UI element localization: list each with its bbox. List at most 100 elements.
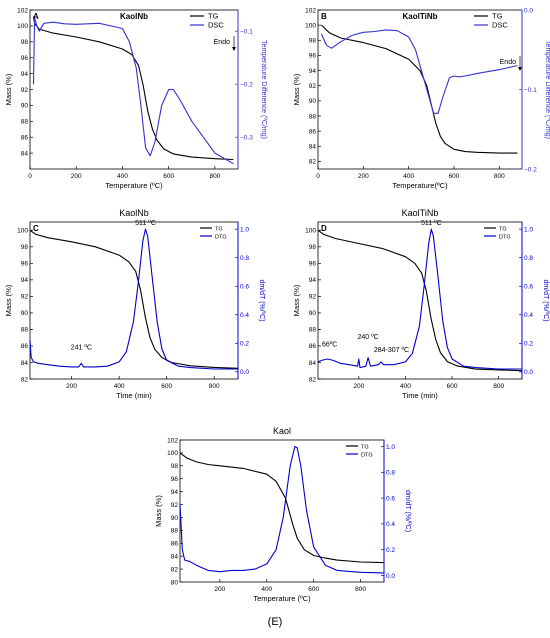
y-tick-label: 86 — [309, 128, 317, 135]
y-tick-label: 94 — [21, 277, 29, 284]
y2-tick-label: 0.2 — [240, 341, 249, 348]
y-tick-label: 96 — [171, 476, 179, 483]
x-tick-label: 0 — [316, 173, 320, 180]
y-tick-label: 98 — [21, 39, 29, 46]
series-line-tg — [321, 24, 518, 154]
series-line-dsc — [320, 29, 518, 114]
x-tick-label: 400 — [400, 383, 411, 390]
plot-frame — [29, 9, 239, 170]
y-axis-label: Mass (%) — [4, 284, 13, 316]
y2-tick-label: −0.2 — [240, 82, 253, 89]
x-axis-label: Temperature (ºC) — [105, 181, 163, 190]
y2-tick-label: 0.4 — [524, 312, 533, 319]
y-tick-label: 98 — [309, 244, 317, 251]
y2-tick-label: 0.4 — [240, 312, 249, 319]
chart-panel-5: Kaol 200 400 600 800 80 82 84 86 88 90 92 94 96 98 100 1… — [154, 426, 411, 603]
y-tick-label: 90 — [309, 98, 317, 105]
y2-tick-label: −0.1 — [240, 29, 253, 36]
y-tick-label: 90 — [309, 310, 317, 317]
series-line-tg — [179, 452, 385, 564]
y-tick-label: 84 — [309, 360, 317, 367]
annotation-label: Endo — [500, 59, 516, 66]
y-tick-label: 84 — [21, 150, 29, 157]
plot-frame — [317, 9, 523, 170]
x-axis-label: Time (min) — [116, 391, 152, 400]
y2-tick-label: −0.2 — [524, 166, 537, 173]
legend-label: DTG — [215, 235, 227, 241]
x-tick-label: 200 — [214, 586, 225, 593]
y2-tick-label: 0.6 — [240, 284, 249, 291]
figure-caption: (E) — [268, 616, 283, 628]
x-tick-label: 400 — [117, 173, 128, 180]
legend-label: TG — [208, 12, 219, 21]
y-tick-label: 88 — [309, 113, 317, 120]
y2-tick-label: 0.8 — [386, 470, 395, 477]
y-tick-label: 84 — [21, 360, 29, 367]
legend-label: DTG — [499, 235, 511, 241]
y-tick-label: 92 — [309, 83, 317, 90]
y2-tick-label: −0.3 — [240, 135, 253, 142]
y2-tick-label: 0.6 — [386, 495, 395, 502]
x-tick-label: 200 — [71, 173, 82, 180]
y-tick-label: 82 — [171, 566, 179, 573]
y-tick-label: 98 — [171, 463, 179, 470]
annotation-label: 284-307 ºC — [374, 347, 409, 354]
y2-tick-label: 0.0 — [524, 369, 533, 376]
y-tick-label: 84 — [309, 144, 317, 151]
x-tick-label: 800 — [209, 173, 220, 180]
legend-label: DSC — [208, 21, 224, 30]
y-tick-label: 96 — [309, 261, 317, 268]
y-tick-label: 102 — [305, 7, 316, 14]
y-tick-label: 88 — [171, 528, 179, 535]
y2-tick-label: 0.8 — [240, 255, 249, 262]
y-tick-label: 92 — [309, 294, 317, 301]
y-tick-label: 98 — [21, 244, 29, 251]
x-tick-label: 200 — [358, 173, 369, 180]
y-tick-label: 82 — [21, 376, 29, 383]
y-tick-label: 100 — [167, 450, 178, 457]
annotation-label: 66ºC — [322, 341, 337, 348]
y2-tick-label: 0.4 — [386, 521, 395, 528]
y-tick-label: 96 — [21, 55, 29, 62]
annotation-label: Endo — [214, 39, 230, 46]
y2-tick-label: −0.1 — [524, 87, 537, 94]
panel-letter: A — [33, 12, 39, 21]
plot-frame — [29, 221, 239, 380]
y2-tick-label: 0.0 — [386, 573, 395, 580]
y-tick-label: 90 — [21, 310, 29, 317]
y-tick-label: 94 — [309, 68, 317, 75]
x-tick-label: 400 — [403, 173, 414, 180]
x-tick-label: 600 — [447, 383, 458, 390]
y-tick-label: 88 — [21, 119, 29, 126]
y2-tick-label: 0.6 — [524, 284, 533, 291]
y-tick-label: 82 — [309, 376, 317, 383]
y2-tick-label: 0.8 — [524, 255, 533, 262]
y-tick-label: 100 — [305, 228, 316, 235]
y-tick-label: 92 — [171, 502, 179, 509]
x-tick-label: 800 — [209, 383, 220, 390]
y-tick-label: 90 — [171, 515, 179, 522]
y2-axis-label: Temperature Difference (ºC/mg) — [544, 40, 550, 139]
y-tick-label: 100 — [17, 23, 28, 30]
y-tick-label: 86 — [309, 343, 317, 350]
x-tick-label: 200 — [66, 383, 77, 390]
x-tick-label: 0 — [28, 173, 32, 180]
y2-axis-label: dm/dT (%/ºC) — [258, 279, 265, 321]
y-tick-label: 92 — [21, 87, 29, 94]
y2-tick-label: 1.0 — [386, 444, 395, 451]
y2-tick-label: 1.0 — [524, 226, 533, 233]
x-tick-label: 600 — [449, 173, 460, 180]
annotation-label: 511 ºC — [421, 220, 442, 227]
legend: TG DTG — [484, 227, 511, 241]
y-tick-label: 88 — [21, 327, 29, 334]
y-tick-label: 88 — [309, 327, 317, 334]
y-tick-label: 84 — [171, 553, 179, 560]
y-tick-label: 100 — [17, 228, 28, 235]
x-axis-label: Temperature (ºC) — [253, 594, 311, 603]
panel-letter: B — [321, 12, 327, 21]
x-tick-label: 600 — [161, 383, 172, 390]
series-line-tg — [32, 16, 234, 161]
